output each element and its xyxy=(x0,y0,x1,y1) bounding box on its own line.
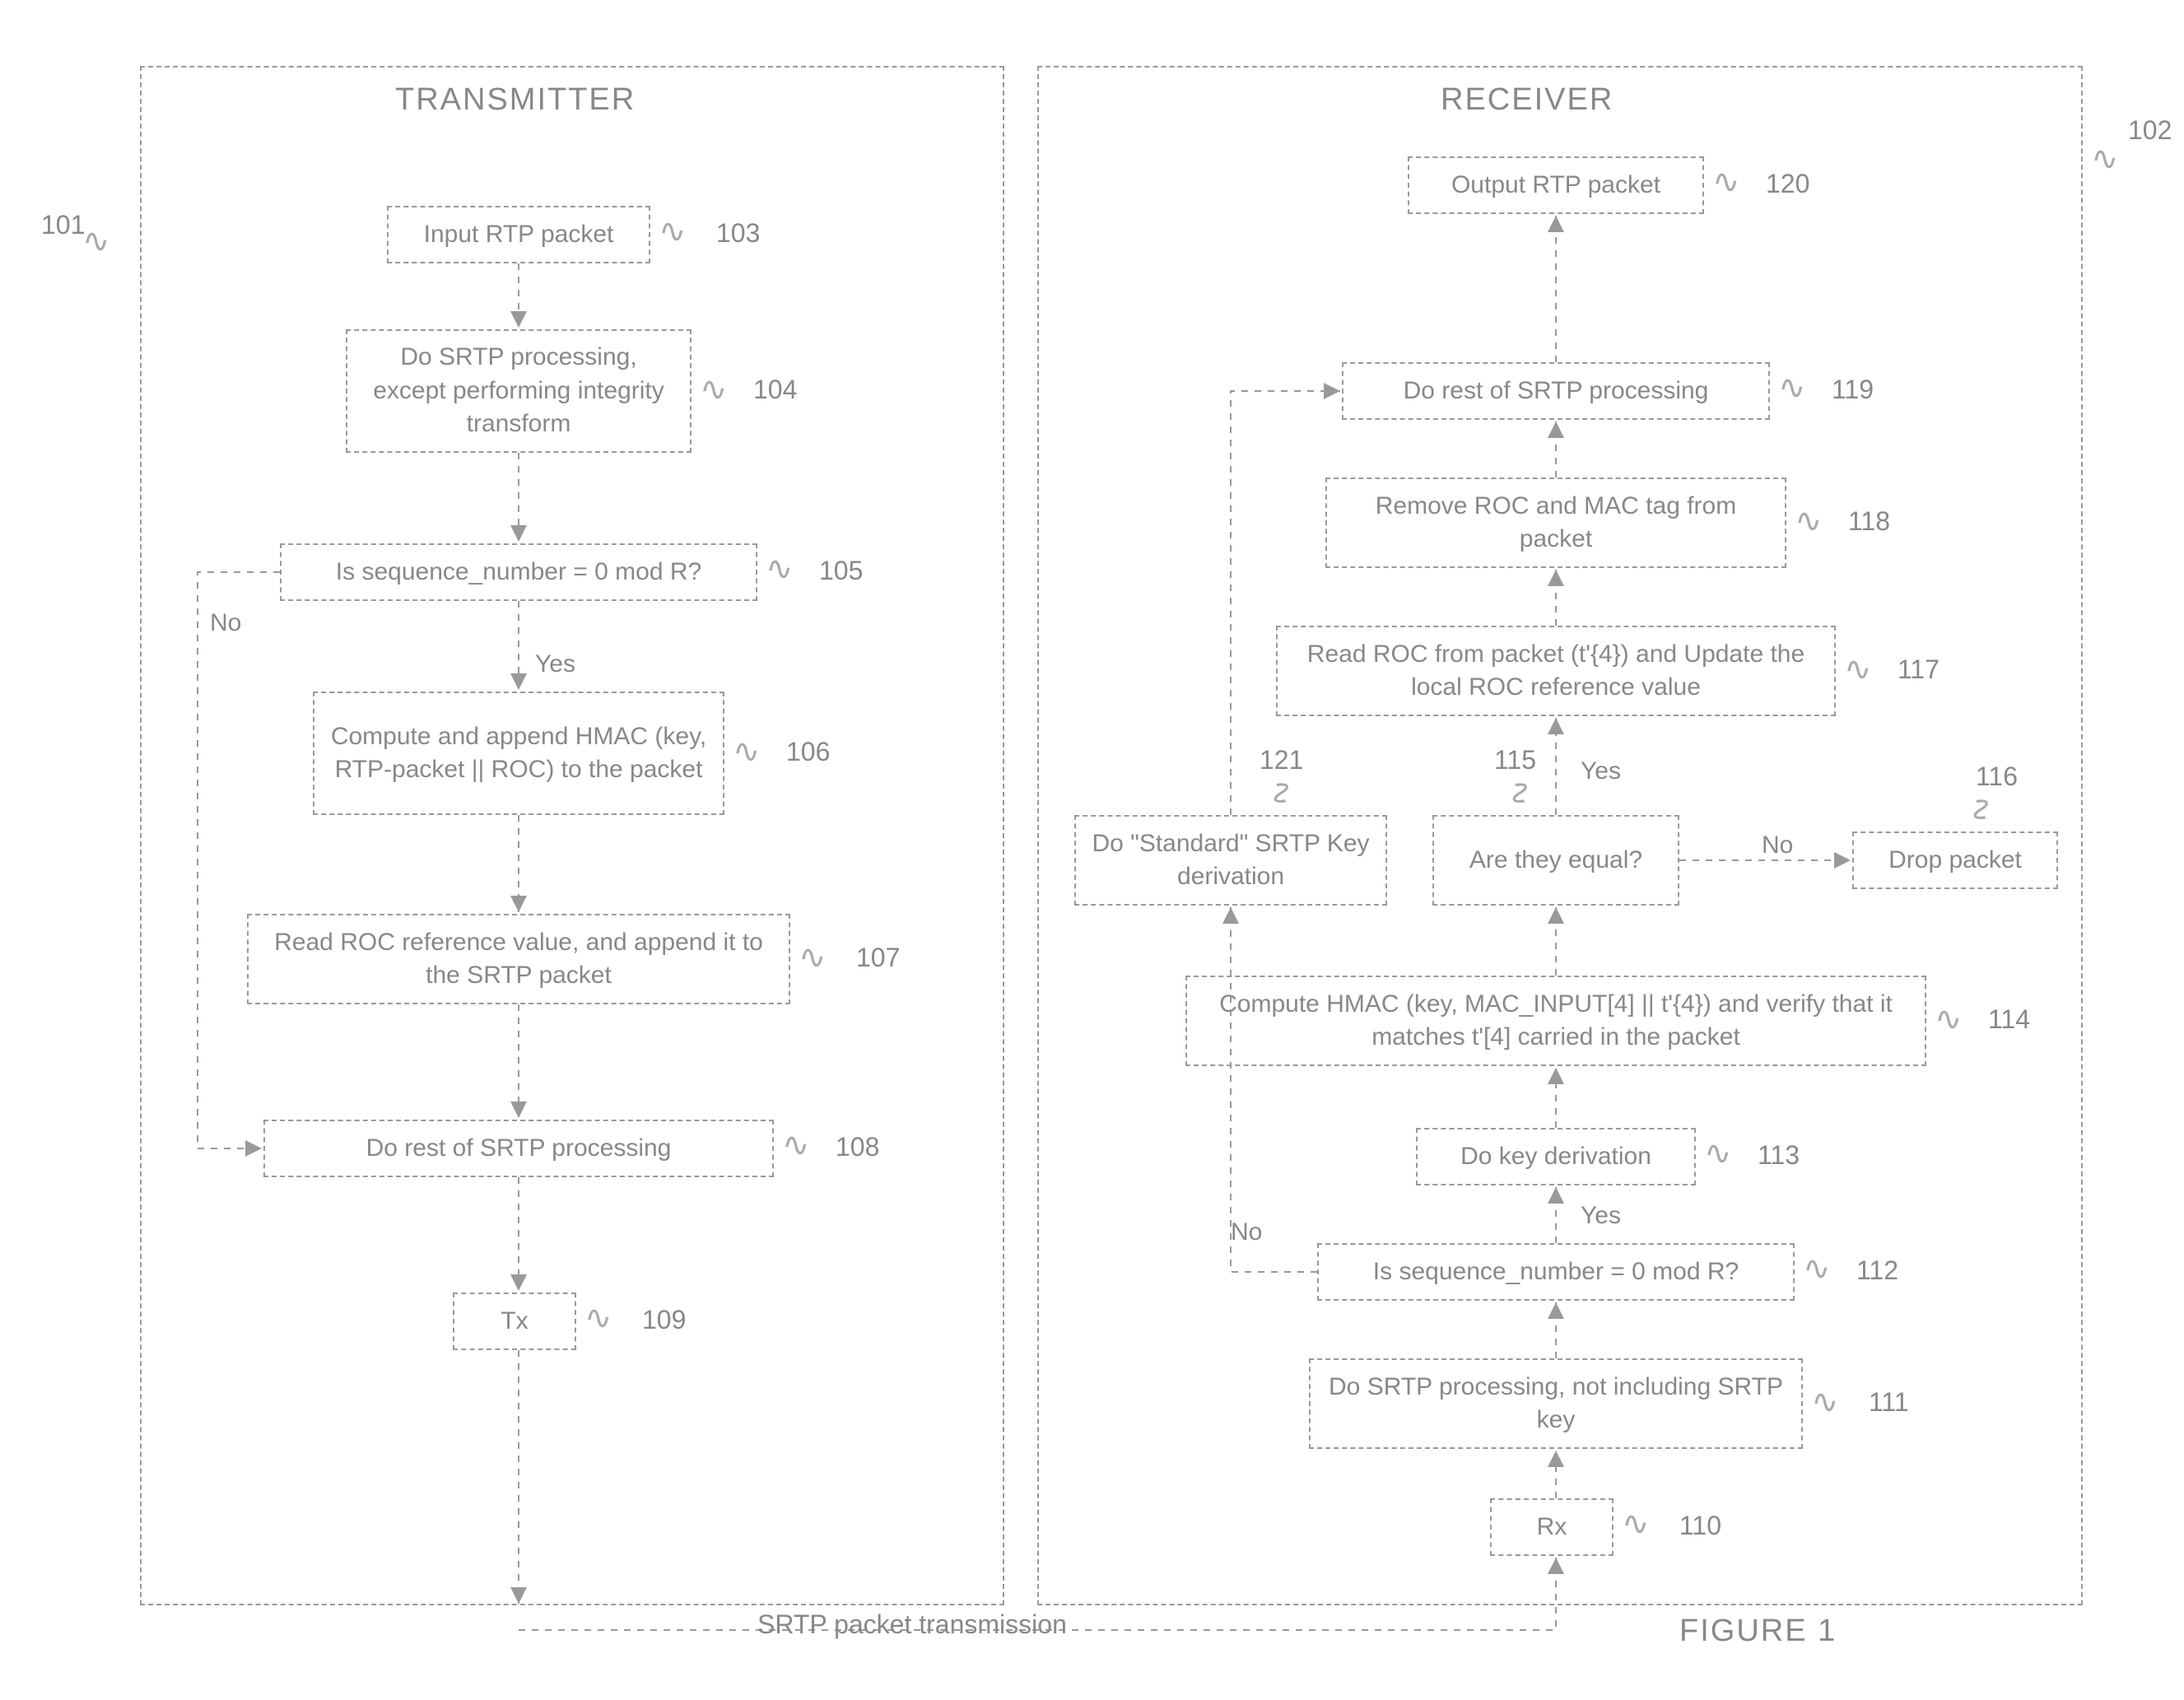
ref-118: 118 xyxy=(1848,506,1890,537)
lead-117: ∿ xyxy=(1844,650,1872,688)
lead-120: ∿ xyxy=(1712,163,1740,201)
lead-108: ∿ xyxy=(782,1126,810,1164)
ref-103: 103 xyxy=(716,218,760,249)
lead-104: ∿ xyxy=(700,370,728,408)
ref-111: 111 xyxy=(1869,1387,1909,1418)
box-115: Are they equal? xyxy=(1432,815,1679,906)
transmitter-title: TRANSMITTER xyxy=(395,82,636,118)
lead-111: ∿ xyxy=(1811,1383,1839,1421)
ref-104: 104 xyxy=(753,375,797,405)
lead-105: ∿ xyxy=(766,550,794,588)
ref-114: 114 xyxy=(1988,1004,2030,1035)
ref-108: 108 xyxy=(836,1132,879,1162)
box-109: Tx xyxy=(453,1292,576,1350)
ref-101: 101 xyxy=(41,210,85,240)
ref-105: 105 xyxy=(819,556,863,586)
box-120: Output RTP packet xyxy=(1408,156,1704,214)
rx-no1: No xyxy=(1231,1218,1262,1246)
rx-yes1: Yes xyxy=(1581,1202,1621,1230)
box-103: Input RTP packet xyxy=(387,206,650,263)
ref-120: 120 xyxy=(1766,169,1809,199)
ref-112: 112 xyxy=(1856,1255,1898,1286)
lead-102: ∿ xyxy=(2091,140,2119,178)
transmitter-panel xyxy=(140,66,1004,1605)
ref-115: 115 xyxy=(1494,745,1536,775)
box-107: Read ROC reference value, and append it … xyxy=(247,914,790,1004)
box-113: Do key derivation xyxy=(1416,1128,1696,1185)
box-112: Is sequence_number = 0 mod R? xyxy=(1317,1243,1795,1301)
lead-119: ∿ xyxy=(1778,369,1806,407)
receiver-title: RECEIVER xyxy=(1441,82,1614,118)
ref-117: 117 xyxy=(1898,654,1940,685)
lead-118: ∿ xyxy=(1795,502,1823,540)
ref-121: 121 xyxy=(1260,745,1303,775)
bottom-label: SRTP packet transmission xyxy=(757,1609,1067,1640)
box-106: Compute and append HMAC (key, RTP-packet… xyxy=(313,692,724,815)
ref-106: 106 xyxy=(786,737,830,767)
lead-101: ∿ xyxy=(82,222,110,260)
box-108: Do rest of SRTP processing xyxy=(263,1120,774,1177)
box-111: Do SRTP processing, not including SRTP k… xyxy=(1309,1358,1803,1449)
rx-yes2: Yes xyxy=(1581,757,1621,785)
figure-label: FIGURE 1 xyxy=(1679,1614,1837,1649)
lead-113: ∿ xyxy=(1704,1134,1732,1172)
ref-109: 109 xyxy=(642,1305,686,1335)
box-118: Remove ROC and MAC tag from packet xyxy=(1325,477,1786,568)
lead-103: ∿ xyxy=(659,212,687,250)
ref-110: 110 xyxy=(1679,1511,1721,1541)
box-121: Do "Standard" SRTP Key derivation xyxy=(1074,815,1387,906)
ref-116: 116 xyxy=(1976,762,2018,792)
ref-113: 113 xyxy=(1758,1140,1800,1171)
lead-107: ∿ xyxy=(799,938,827,976)
box-105: Is sequence_number = 0 mod R? xyxy=(280,543,757,601)
box-117: Read ROC from packet (t'{4}) and Update … xyxy=(1276,626,1836,716)
lead-114: ∿ xyxy=(1935,1000,1963,1038)
box-110: Rx xyxy=(1490,1498,1614,1556)
lead-112: ∿ xyxy=(1803,1250,1831,1288)
box-104: Do SRTP processing, except performing in… xyxy=(346,329,692,453)
tx-no: No xyxy=(210,609,241,637)
ref-107: 107 xyxy=(856,943,900,973)
box-116: Drop packet xyxy=(1852,831,2058,889)
box-114: Compute HMAC (key, MAC_INPUT[4] || t'{4}… xyxy=(1185,976,1926,1066)
tx-yes: Yes xyxy=(535,650,575,678)
ref-119: 119 xyxy=(1832,375,1874,405)
lead-109: ∿ xyxy=(584,1299,612,1337)
lead-106: ∿ xyxy=(733,733,761,771)
box-119: Do rest of SRTP processing xyxy=(1342,362,1770,420)
lead-110: ∿ xyxy=(1622,1505,1650,1543)
rx-no2: No xyxy=(1762,831,1793,859)
ref-102: 102 xyxy=(2128,115,2172,146)
figure-1-diagram: TRANSMITTER RECEIVER Input RTP packet ∿ … xyxy=(33,33,2151,1667)
